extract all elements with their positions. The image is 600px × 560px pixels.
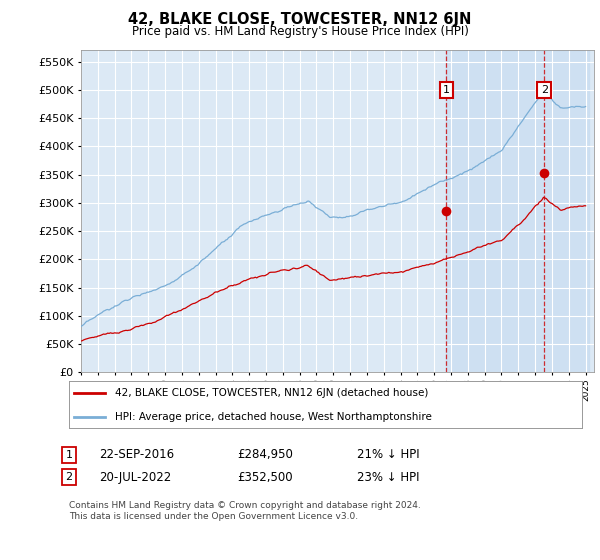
Text: 22-SEP-2016: 22-SEP-2016 <box>99 448 174 461</box>
Text: 23% ↓ HPI: 23% ↓ HPI <box>357 470 419 484</box>
Text: £284,950: £284,950 <box>237 448 293 461</box>
Text: £352,500: £352,500 <box>237 470 293 484</box>
Text: Contains HM Land Registry data © Crown copyright and database right 2024.
This d: Contains HM Land Registry data © Crown c… <box>69 501 421 521</box>
Text: 42, BLAKE CLOSE, TOWCESTER, NN12 6JN: 42, BLAKE CLOSE, TOWCESTER, NN12 6JN <box>128 12 472 27</box>
Text: 42, BLAKE CLOSE, TOWCESTER, NN12 6JN (detached house): 42, BLAKE CLOSE, TOWCESTER, NN12 6JN (de… <box>115 388 428 398</box>
Text: 1: 1 <box>443 85 450 95</box>
Text: 20-JUL-2022: 20-JUL-2022 <box>99 470 171 484</box>
Text: 1: 1 <box>65 450 73 460</box>
Text: 21% ↓ HPI: 21% ↓ HPI <box>357 448 419 461</box>
Bar <box>446 50 589 372</box>
Text: HPI: Average price, detached house, West Northamptonshire: HPI: Average price, detached house, West… <box>115 412 432 422</box>
Text: 2: 2 <box>541 85 548 95</box>
Text: 2: 2 <box>65 472 73 482</box>
Text: Price paid vs. HM Land Registry's House Price Index (HPI): Price paid vs. HM Land Registry's House … <box>131 25 469 38</box>
